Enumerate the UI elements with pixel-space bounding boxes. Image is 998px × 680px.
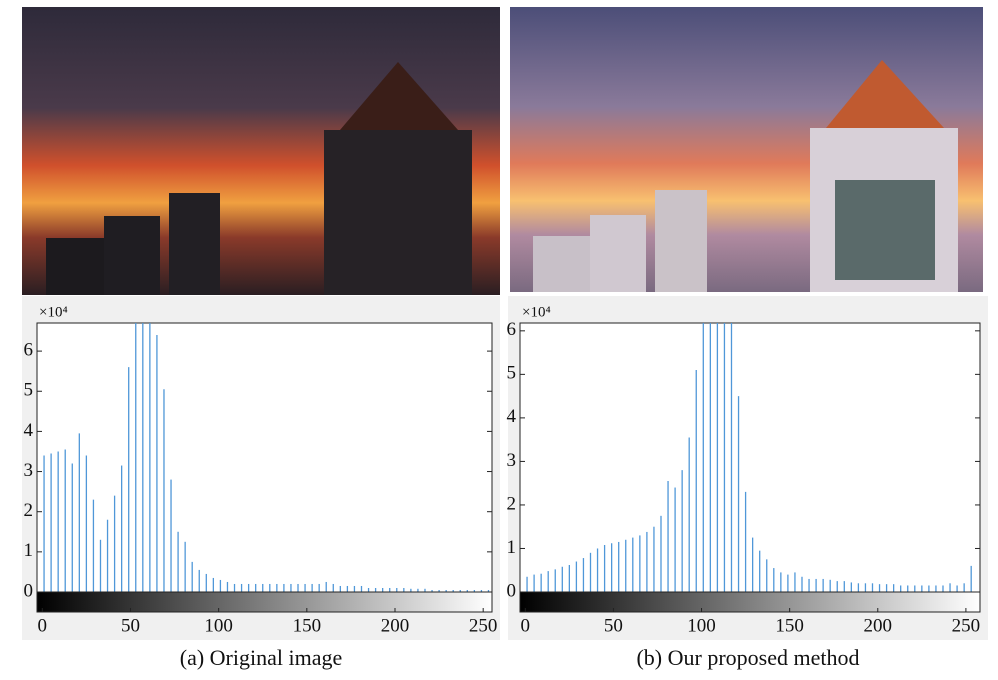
y-tick-label: 3 bbox=[24, 460, 34, 481]
y-multiplier: ×10⁴ bbox=[39, 304, 68, 320]
x-tick-label: 250 bbox=[469, 615, 498, 636]
caption: (a) Original image bbox=[180, 645, 343, 670]
y-multiplier: ×10⁴ bbox=[522, 304, 551, 320]
y-tick-label: 0 bbox=[24, 580, 34, 601]
figure: 0123456050100150200250×10⁴(a) Original i… bbox=[0, 0, 998, 680]
y-tick-label: 2 bbox=[507, 493, 517, 514]
y-tick-label: 6 bbox=[24, 339, 34, 360]
y-tick-label: 3 bbox=[507, 450, 517, 471]
x-tick-label: 0 bbox=[521, 615, 531, 636]
y-tick-label: 1 bbox=[24, 540, 34, 561]
x-tick-label: 250 bbox=[952, 615, 981, 636]
y-tick-label: 6 bbox=[507, 319, 517, 340]
x-tick-label: 200 bbox=[381, 615, 410, 636]
y-tick-label: 1 bbox=[507, 537, 517, 558]
plot-area bbox=[37, 323, 492, 612]
y-tick-label: 2 bbox=[24, 500, 34, 521]
x-tick-label: 200 bbox=[864, 615, 893, 636]
y-tick-label: 5 bbox=[24, 380, 34, 401]
x-tick-label: 150 bbox=[293, 615, 322, 636]
plot-area bbox=[520, 323, 980, 612]
x-tick-label: 50 bbox=[121, 615, 140, 636]
x-tick-label: 100 bbox=[687, 615, 716, 636]
photo-enhanced bbox=[510, 7, 983, 292]
y-tick-label: 5 bbox=[507, 363, 517, 384]
photo-original bbox=[22, 7, 500, 295]
colorbar bbox=[520, 592, 980, 612]
colorbar bbox=[37, 592, 492, 612]
x-tick-label: 150 bbox=[775, 615, 804, 636]
y-tick-label: 4 bbox=[24, 420, 34, 441]
caption: (b) Our proposed method bbox=[636, 645, 859, 670]
x-tick-label: 50 bbox=[604, 615, 623, 636]
x-tick-label: 0 bbox=[38, 615, 48, 636]
y-tick-label: 4 bbox=[507, 406, 517, 427]
x-tick-label: 100 bbox=[204, 615, 233, 636]
y-tick-label: 0 bbox=[507, 580, 517, 601]
